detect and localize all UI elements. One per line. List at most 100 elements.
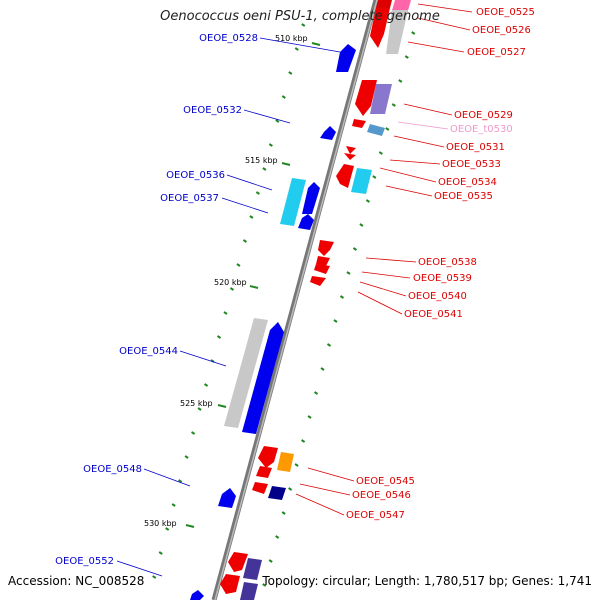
tick-dash-right-7 (365, 199, 370, 203)
gene-arrow-0527-red (370, 8, 390, 48)
gene-label-0546: OEOE_0546 (352, 490, 411, 501)
tick-dash-left-7 (255, 191, 260, 195)
tick-dash-right-6 (372, 175, 377, 179)
tick-marks (152, 23, 416, 587)
scale-label-530: 530 kbp (144, 519, 177, 528)
tick-dash-left-5 (268, 143, 273, 147)
gene-block-0547 (268, 486, 286, 500)
gene-arrow-0538 (318, 240, 334, 256)
gene-label-0528: OEOE_0528 (199, 33, 258, 44)
leader-0545 (307, 467, 355, 482)
gene-arrow-0544 (242, 322, 284, 434)
tick-dash-right-2 (398, 79, 403, 83)
gene-arrow-0534 (336, 164, 354, 188)
gene-label-0537: OEOE_0537 (160, 193, 219, 204)
scale-label-515: 515 kbp (245, 156, 278, 165)
leader-0538 (365, 257, 417, 263)
gene-label-0534: OEOE_0534 (438, 177, 497, 188)
tick-dash-left-23 (152, 575, 157, 579)
leader-0535 (385, 185, 433, 197)
gene-label-0535: OEOE_0535 (434, 191, 493, 202)
leader-0539 (361, 271, 411, 279)
map-title: Oenococcus oeni PSU-1, complete genome (160, 9, 440, 24)
gene-arrow-0529-red (355, 80, 377, 116)
gene-label-0552: OEOE_0552 (55, 556, 114, 567)
gene-block-0545 (277, 452, 294, 472)
leader-0534 (379, 167, 437, 183)
gene-block-0536 (280, 178, 306, 226)
left-gene-labels: OEOE_0528 OEOE_0532 OEOE_0536 OEOE_0537 … (55, 33, 258, 567)
scale-markers: 510 kbp 515 kbp 520 kbp 525 kbp 530 kbp (144, 34, 321, 528)
tick-dash-left-12 (223, 311, 228, 315)
leader-0525 (417, 3, 473, 13)
gene-arrow-0545-red (258, 446, 278, 468)
leader-0533 (389, 159, 441, 165)
tick-dash-left-15 (203, 383, 209, 387)
gene-label-0544: OEOE_0544 (119, 346, 178, 357)
scale-tick-525 (217, 404, 227, 408)
tick-dash-left-2 (288, 71, 293, 75)
gene-arrow-0540 (314, 264, 330, 274)
tick-dash-left-21 (165, 527, 170, 531)
gene-label-0529: OEOE_0529 (454, 110, 513, 121)
leader-0547 (295, 493, 345, 516)
gene-arrow-0537a (302, 182, 320, 214)
gene-arrow-0541 (310, 276, 326, 286)
tick-dash-right-10 (346, 271, 351, 275)
tick-dash-left-16 (197, 407, 202, 411)
tick-dash-left-1 (294, 47, 299, 51)
tick-dash-left-3 (281, 95, 286, 99)
genome-backbone (211, 0, 379, 601)
tick-dash-right-13 (326, 343, 332, 347)
tick-dash-left-11 (229, 287, 235, 291)
tick-dash-right-18 (294, 463, 299, 467)
scale-tick-510 (311, 42, 321, 46)
leader-0548 (143, 468, 191, 487)
gene-arrow-0533b (344, 153, 356, 160)
tick-dash-right-4 (385, 127, 390, 131)
leader-0527 (407, 41, 465, 53)
tick-dash-right-20 (281, 511, 286, 515)
gene-arrow-0528 (336, 44, 356, 72)
leader-0546 (299, 483, 351, 496)
gene-label-0538: OEOE_0538 (418, 257, 477, 268)
tick-dash-left-13 (216, 335, 222, 339)
left-gene-glyphs (190, 44, 356, 600)
gene-label-0533: OEOE_0533 (442, 159, 501, 170)
gene-arrow-0539 (316, 256, 330, 266)
tick-dash-left-9 (242, 239, 247, 243)
gene-arrow-0531 (352, 119, 366, 128)
tick-dash-right-3 (391, 103, 396, 107)
gene-arrow-0525 (376, 0, 392, 8)
gene-label-0526: OEOE_0526 (472, 25, 531, 36)
left-leader-lines (116, 37, 341, 577)
tick-dash-right-12 (333, 319, 338, 323)
topology-label: Topology: circular; Length: 1,780,517 bp… (262, 574, 592, 588)
right-leader-lines (295, 3, 473, 516)
right-gene-glyphs (220, 0, 411, 600)
gene-arrow-0548 (218, 488, 236, 508)
leader-0531 (393, 135, 445, 148)
gene-label-0536: OEOE_0536 (166, 170, 225, 181)
tick-dash-left-0 (301, 23, 306, 27)
tick-dash-left-4 (275, 119, 280, 123)
leader-t0530 (397, 121, 449, 130)
tick-dash-right-9 (352, 247, 357, 251)
leader-0536 (226, 174, 273, 191)
tick-dash-right-11 (339, 295, 345, 299)
tick-dash-left-19 (178, 479, 183, 483)
gene-arrow-0552 (190, 590, 204, 600)
tick-dash-left-22 (158, 551, 163, 555)
gene-label-0547: OEOE_0547 (346, 510, 405, 521)
gene-block-0527 (386, 10, 408, 54)
leader-0540 (359, 281, 407, 297)
scale-tick-530 (185, 524, 195, 528)
gene-label-t0530: OEOE_t0530 (450, 124, 513, 135)
scale-tick-515 (281, 162, 291, 166)
tick-dash-right-8 (359, 223, 364, 227)
tick-dash-right-19 (288, 487, 293, 491)
gene-arrow-0546 (256, 466, 272, 478)
leader-0552 (116, 560, 163, 577)
